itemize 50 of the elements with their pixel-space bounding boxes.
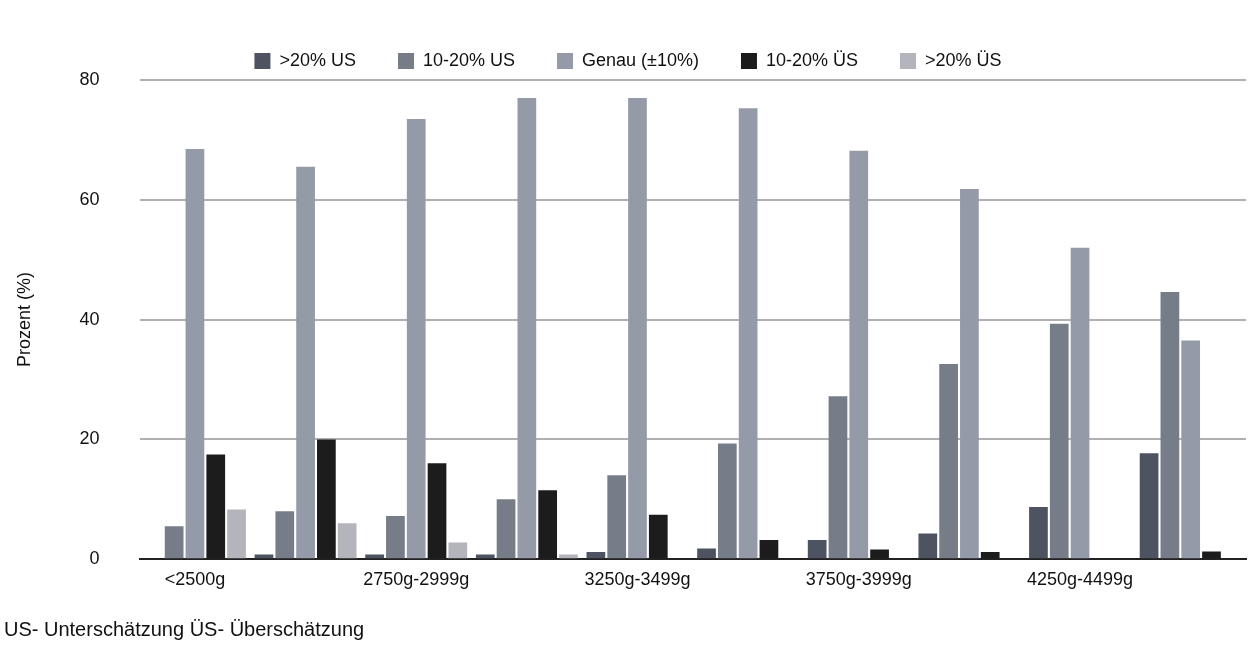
y-tick-label: 60	[79, 188, 100, 209]
y-tick-label: 80	[79, 68, 100, 89]
y-axis-title: Prozent (%)	[13, 272, 34, 368]
bar	[586, 552, 606, 559]
bar	[1070, 247, 1090, 559]
bar	[406, 118, 426, 559]
bar	[828, 396, 848, 559]
bar	[275, 511, 295, 559]
bar	[337, 523, 357, 559]
bar	[1049, 323, 1069, 559]
bar	[807, 540, 827, 559]
bar	[475, 554, 495, 559]
bar	[607, 475, 627, 559]
bar	[365, 554, 384, 559]
bar	[939, 363, 958, 559]
bar	[1181, 340, 1201, 559]
bar	[254, 554, 274, 559]
x-tick-label: <2500g	[164, 568, 226, 589]
bar	[1160, 292, 1180, 559]
bar	[717, 443, 737, 559]
bar	[185, 148, 205, 559]
bar	[738, 108, 758, 559]
bar	[628, 97, 647, 559]
bar	[164, 526, 184, 559]
text: US- Unterschätzung ÜS- Überschätzung	[4, 618, 365, 641]
x-tick-label: 3750g-3999g	[805, 568, 912, 589]
bar	[227, 509, 246, 559]
bar	[1139, 453, 1159, 559]
bar	[448, 542, 468, 559]
legend-label: >20% ÜS	[925, 49, 1002, 70]
x-tick-label: 4250g-4499g	[1026, 568, 1134, 589]
x-tick-label: 3250g-3499g	[584, 568, 691, 589]
bar	[918, 533, 938, 559]
bar	[517, 97, 537, 559]
y-tick-label: 20	[79, 428, 100, 449]
bar	[559, 554, 578, 559]
legend-label: 10-20% ÜS	[765, 49, 859, 70]
y-tick-label: 0	[89, 548, 100, 569]
bar	[496, 499, 516, 559]
x-tick-label: 2750g-2999g	[363, 568, 470, 589]
bar	[296, 166, 315, 559]
legend-label: 10-20% US	[422, 49, 516, 70]
y-tick-label: 40	[79, 308, 100, 329]
legend-label: >20% US	[279, 49, 356, 70]
bar	[960, 189, 979, 559]
bar	[849, 150, 869, 559]
bar	[1029, 507, 1048, 559]
bar	[386, 516, 405, 559]
legend-label: Genau (±10%)	[582, 49, 699, 70]
bar	[697, 548, 716, 559]
